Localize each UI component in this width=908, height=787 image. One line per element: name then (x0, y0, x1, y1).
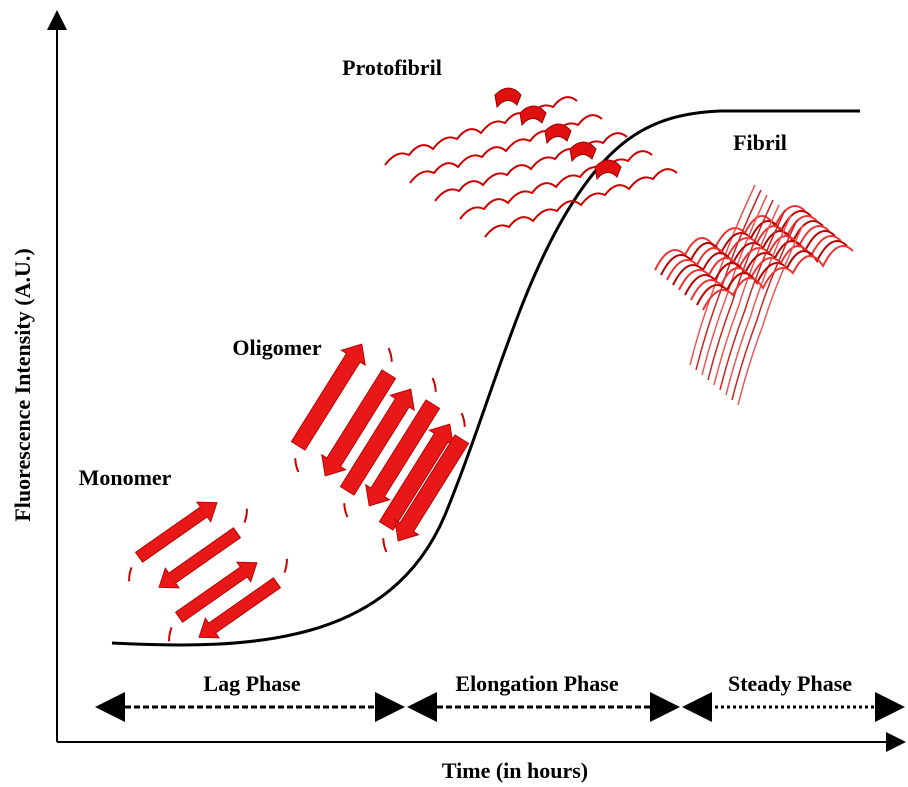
protofibril-helix (570, 142, 596, 161)
strand-tail (239, 509, 253, 523)
protofibril-helix (545, 124, 571, 143)
strand-tail (290, 458, 304, 472)
strand-tail (279, 559, 293, 573)
fibril-ribbon (690, 185, 755, 365)
growth-curve (112, 111, 860, 645)
phase-label: Lag Phase (203, 671, 300, 696)
protofibril-helix (595, 160, 621, 179)
stage-label: Protofibril (342, 55, 442, 80)
phase-label: Elongation Phase (455, 671, 618, 696)
strand-tail (163, 627, 177, 641)
x-axis-label: Time (in hours) (442, 758, 588, 783)
protofibril-chain (485, 169, 677, 237)
protein-art (114, 88, 853, 647)
strand-tail (378, 538, 392, 552)
y-axis-label: Fluorescence Intensity (A.U.) (10, 248, 35, 521)
strand-tail (427, 378, 441, 392)
figure: Fluorescence Intensity (A.U.) Time (in h… (0, 0, 908, 787)
strand-body (192, 573, 284, 647)
protofibril-helix (495, 88, 521, 107)
protofibril-helix (520, 106, 546, 125)
strand-tail (456, 413, 470, 427)
beta-strand (151, 509, 262, 597)
stage-label: Fibril (733, 130, 787, 155)
strand-tail (383, 348, 397, 362)
beta-strand (114, 493, 225, 581)
fibril-ribbon (702, 195, 767, 375)
strand-tail (123, 567, 137, 581)
phase-label: Steady Phase (728, 671, 852, 696)
stage-label: Oligomer (232, 335, 321, 360)
strand-tail (339, 503, 353, 517)
fibril-ribbon (708, 200, 773, 380)
fibril-ribbon (696, 190, 761, 370)
stage-label: Monomer (79, 465, 172, 490)
